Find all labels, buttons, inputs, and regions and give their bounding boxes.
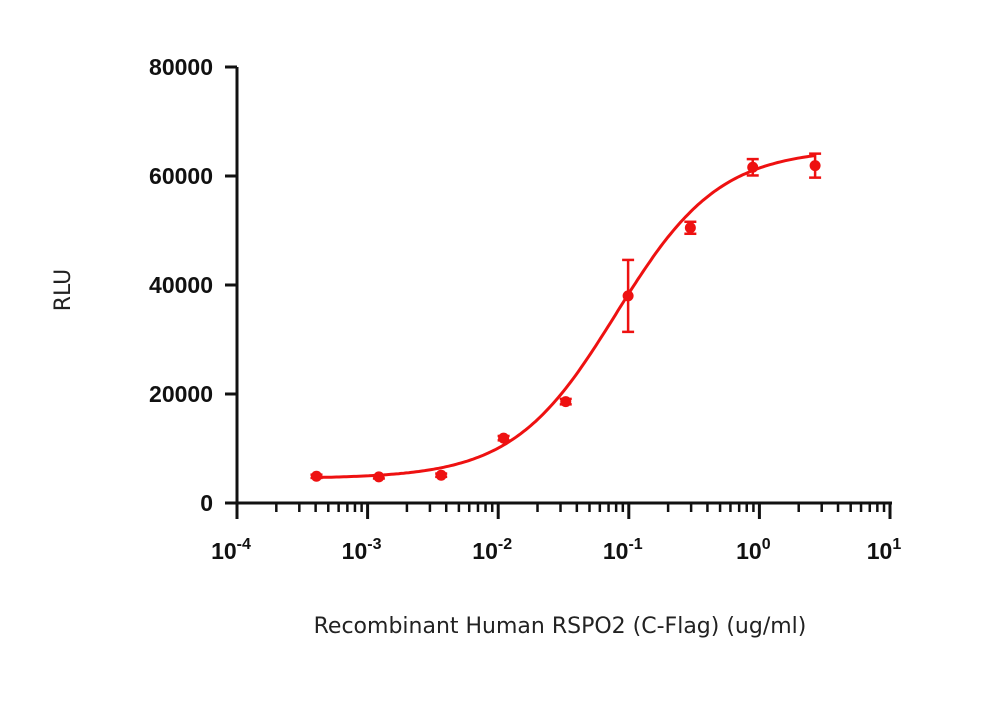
y-axis-label: RLU <box>51 269 76 312</box>
data-marker <box>498 432 510 444</box>
y-tick-label: 0 <box>200 490 213 516</box>
y-tick-label: 80000 <box>149 54 213 80</box>
data-marker <box>373 471 385 483</box>
y-tick-label: 60000 <box>149 163 213 189</box>
x-tick-label: 10-3 <box>342 536 382 564</box>
fit-curve <box>316 154 816 479</box>
y-tick-label: 40000 <box>149 272 213 298</box>
data-marker <box>809 160 821 172</box>
data-point <box>435 469 448 481</box>
data-point <box>684 220 697 236</box>
x-tick-label: 101 <box>867 536 902 564</box>
data-point <box>310 470 323 482</box>
data-marker <box>747 161 759 173</box>
data-point <box>372 471 385 483</box>
data-points <box>310 152 822 483</box>
data-point <box>559 396 572 408</box>
data-point <box>746 157 759 177</box>
data-point <box>809 152 822 179</box>
x-tick-label: 100 <box>736 536 771 564</box>
data-point <box>622 258 635 334</box>
x-tick-labels: 10-4 10-3 10-2 10-1 100 101 <box>211 536 901 564</box>
data-marker <box>684 222 696 234</box>
data-marker <box>435 469 447 481</box>
data-marker <box>622 290 634 302</box>
data-point <box>497 432 510 444</box>
data-marker <box>310 470 322 482</box>
x-axis-label: Recombinant Human RSPO2 (C-Flag) (ug/ml) <box>314 614 807 639</box>
x-tick-label: 10-1 <box>603 536 643 564</box>
x-tick-label: 10-2 <box>472 536 512 564</box>
y-tick-labels: 0 20000 40000 60000 80000 <box>149 54 213 516</box>
y-tick-label: 20000 <box>149 381 213 407</box>
x-tick-label: 10-4 <box>211 536 251 564</box>
data-marker <box>560 396 572 408</box>
axes <box>225 65 892 519</box>
